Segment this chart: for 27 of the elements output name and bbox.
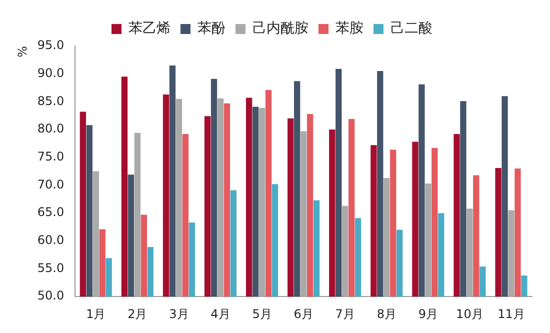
x-tick-label: 10月 — [456, 306, 484, 321]
legend-label: 己内酰胺 — [252, 20, 308, 37]
y-tick-label: 65.0 — [37, 205, 64, 220]
y-tick-label: 80.0 — [37, 122, 64, 136]
x-tick-label: 6月 — [294, 306, 314, 321]
x-tick-label: 9月 — [418, 306, 438, 321]
y-tick-label: 85.0 — [37, 94, 64, 108]
y-axis-title: % — [15, 46, 30, 58]
y-tick-label: 70.0 — [37, 177, 64, 192]
x-tick-label: 11月 — [498, 306, 525, 321]
legend-label: 苯乙烯 — [128, 20, 170, 37]
y-tick-label: 90.0 — [37, 66, 64, 80]
y-tick-label: 55.0 — [37, 260, 64, 275]
y-tick-label: 95.0 — [37, 38, 64, 52]
legend-label: 苯酚 — [198, 20, 226, 37]
x-tick-label: 3月 — [169, 306, 189, 321]
x-tick-label: 1月 — [86, 306, 106, 321]
x-tick-label: 4月 — [210, 306, 230, 321]
x-tick-label: 2月 — [128, 306, 148, 321]
y-tick-label: 50.0 — [37, 288, 64, 303]
y-tick-label: 75.0 — [37, 150, 64, 164]
legend-label: 己二酸 — [390, 20, 432, 37]
x-tick-label: 7月 — [335, 306, 355, 321]
legend-label: 苯胺 — [336, 20, 364, 37]
x-tick-label: 5月 — [252, 306, 272, 321]
x-tick-label: 8月 — [376, 306, 396, 321]
y-tick-label: 60.0 — [37, 233, 64, 248]
